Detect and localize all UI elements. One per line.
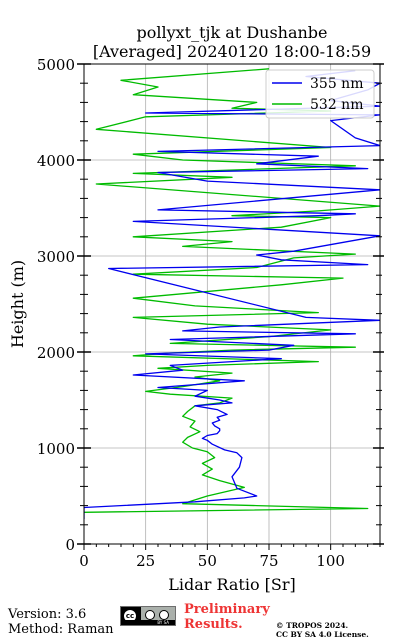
y-axis-label: Height (m) [8, 260, 27, 348]
by-icon [145, 610, 155, 620]
chart-title-line2: [Averaged] 20240120 18:00-18:59 [92, 42, 372, 61]
cc-license-badge: cc BY SA [120, 606, 176, 626]
preliminary-line2: Results. [184, 617, 243, 632]
legend-box [265, 69, 375, 119]
cc-icon: cc [123, 609, 137, 623]
preliminary-results-note: Preliminary Results. [184, 602, 270, 632]
sa-icon [159, 610, 169, 620]
method-text: Method: Raman [8, 622, 114, 637]
x-tick-label: 0 [79, 552, 89, 570]
y-tick-label: 2000 [37, 344, 75, 362]
y-tick-label: 4000 [37, 152, 75, 170]
copyright-note: © TROPOS 2024. CC BY SA 4.0 License. [276, 621, 369, 639]
copyright-line2: CC BY SA 4.0 License. [276, 630, 369, 639]
x-tick-label: 75 [259, 552, 278, 570]
x-tick-label: 25 [136, 552, 155, 570]
series-layer [84, 68, 380, 519]
legend: 355 nm 532 nm [265, 69, 375, 119]
series-line-532-nm [84, 68, 380, 513]
legend-label-355: 355 nm [310, 76, 363, 92]
chart-title-line1: pollyxt_tjk at Dushanbe [136, 23, 328, 42]
x-tick-label: 100 [316, 552, 345, 570]
series-line-355-nm [84, 70, 380, 519]
y-tick-label: 1000 [37, 440, 75, 458]
x-tick-label: 50 [198, 552, 217, 570]
legend-label-532: 532 nm [310, 97, 363, 113]
x-axis-label: Lidar Ratio [Sr] [168, 575, 296, 594]
badge-text: BY SA [121, 620, 175, 625]
copyright-line1: © TROPOS 2024. [276, 621, 349, 630]
y-tick-label: 5000 [37, 56, 75, 74]
version-text: Version: 3.6 [8, 607, 87, 622]
plot-frame [83, 63, 381, 545]
y-tick-label: 3000 [37, 248, 75, 266]
grid-lines [83, 63, 380, 545]
preliminary-line1: Preliminary [184, 602, 270, 617]
y-tick-label: 0 [65, 536, 75, 554]
